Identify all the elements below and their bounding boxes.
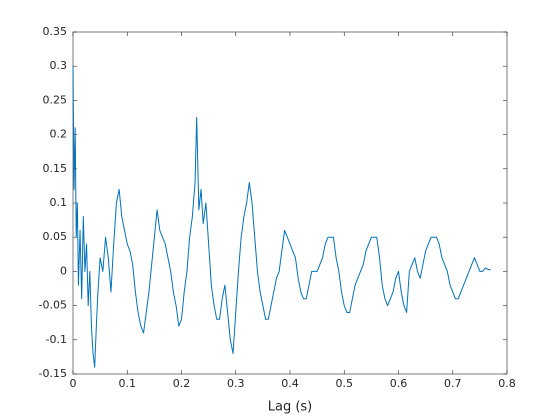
x-tick-label: 0.3 <box>227 377 245 390</box>
x-tick-label: 0.2 <box>173 377 191 390</box>
y-tick-label: -0.05 <box>39 299 67 312</box>
y-tick-label: 0.35 <box>43 25 68 38</box>
x-axis-label: Lag (s) <box>268 400 313 415</box>
y-tick-label: 0.25 <box>43 93 68 106</box>
x-tick-label: 0.7 <box>444 377 462 390</box>
y-tick-label: 0 <box>60 264 67 277</box>
y-tick-label: -0.1 <box>46 333 67 346</box>
y-tick-label: 0.1 <box>50 196 68 209</box>
y-tick-label: 0.3 <box>50 59 68 72</box>
y-tick-label: -0.15 <box>39 367 67 380</box>
x-tick-label: 0.8 <box>498 377 516 390</box>
x-tick-label: 0.5 <box>336 377 354 390</box>
x-tick-label: 0 <box>70 377 77 390</box>
data-line <box>72 66 491 368</box>
y-tick-label: 0.05 <box>43 230 68 243</box>
plot-area <box>72 31 508 375</box>
x-tick-label: 0.1 <box>119 377 137 390</box>
x-tick-label: 0.4 <box>281 377 299 390</box>
y-tick-label: 0.2 <box>50 128 68 141</box>
x-tick-label: 0.6 <box>390 377 408 390</box>
y-tick-label: 0.15 <box>43 162 68 175</box>
